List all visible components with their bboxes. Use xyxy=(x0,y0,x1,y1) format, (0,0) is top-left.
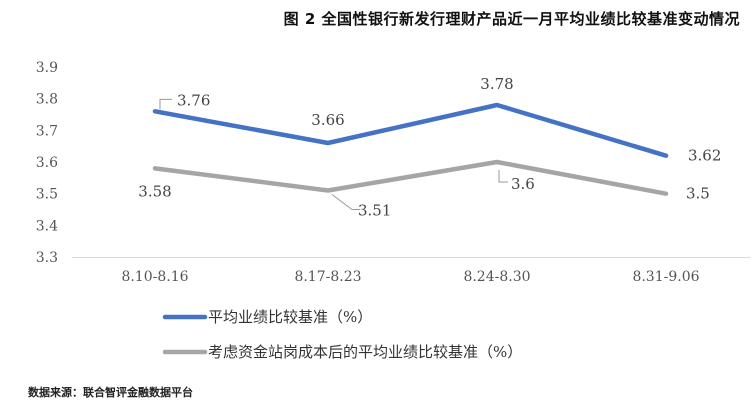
y-tick-label: 3.3 xyxy=(36,250,58,266)
x-tick-label: 8.31-9.06 xyxy=(632,269,699,285)
data-label: 3.51 xyxy=(358,202,391,220)
data-label: 3.62 xyxy=(688,147,721,165)
legend-label: 平均业绩比较基准（%） xyxy=(208,308,372,326)
leader-line xyxy=(498,170,508,183)
y-tick-label: 3.8 xyxy=(36,92,58,108)
chart-title: 图 2 全国性银行新发行理财产品近一月平均业绩比较基准变动情况 xyxy=(283,10,740,28)
y-tick-label: 3.7 xyxy=(36,123,58,139)
data-label: 3.76 xyxy=(177,91,210,109)
x-tick-label: 8.24-8.30 xyxy=(463,269,530,285)
y-tick-label: 3.9 xyxy=(36,60,58,76)
x-tick-label: 8.17-8.23 xyxy=(294,269,361,285)
data-label: 3.5 xyxy=(686,185,710,203)
y-tick-label: 3.5 xyxy=(36,187,58,203)
data-source-note: 数据来源：联合智评金融数据平台 xyxy=(28,386,193,399)
data-label: 3.78 xyxy=(480,75,513,93)
y-tick-label: 3.4 xyxy=(36,218,58,234)
series-line-benchmark xyxy=(152,102,669,158)
leader-line xyxy=(159,98,172,110)
leader-line xyxy=(331,194,360,210)
series-line-adjusted-benchmark xyxy=(152,159,669,196)
legend-label: 考虑资金站岗成本后的平均业绩比较基准（%） xyxy=(208,343,522,361)
data-label: 3.6 xyxy=(511,175,535,193)
x-tick-label: 8.10-8.16 xyxy=(121,269,188,285)
data-label: 3.66 xyxy=(311,111,344,129)
y-tick-label: 3.6 xyxy=(36,155,58,171)
data-label: 3.58 xyxy=(138,182,171,200)
